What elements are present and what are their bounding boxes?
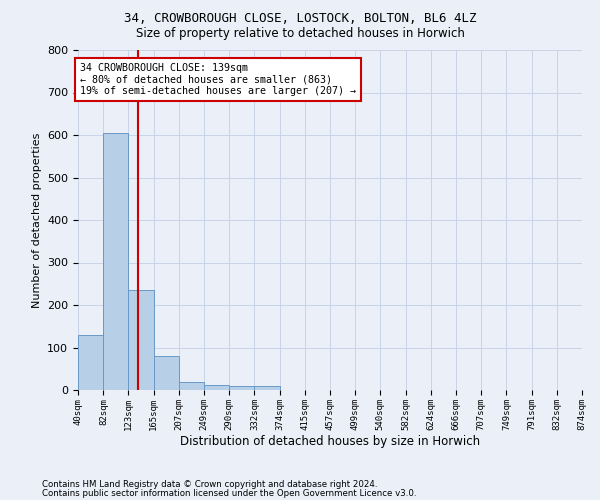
Bar	[229, 386, 254, 390]
Text: Contains public sector information licensed under the Open Government Licence v3: Contains public sector information licen…	[42, 489, 416, 498]
X-axis label: Distribution of detached houses by size in Horwich: Distribution of detached houses by size …	[180, 436, 480, 448]
Bar	[254, 386, 280, 390]
Bar	[205, 385, 229, 390]
Y-axis label: Number of detached properties: Number of detached properties	[32, 132, 41, 308]
Bar	[78, 335, 103, 390]
Text: Contains HM Land Registry data © Crown copyright and database right 2024.: Contains HM Land Registry data © Crown c…	[42, 480, 377, 489]
Text: Size of property relative to detached houses in Horwich: Size of property relative to detached ho…	[136, 28, 464, 40]
Bar	[154, 356, 179, 390]
Bar	[128, 290, 154, 390]
Text: 34 CROWBOROUGH CLOSE: 139sqm
← 80% of detached houses are smaller (863)
19% of s: 34 CROWBOROUGH CLOSE: 139sqm ← 80% of de…	[80, 62, 356, 96]
Bar	[179, 382, 205, 390]
Text: 34, CROWBOROUGH CLOSE, LOSTOCK, BOLTON, BL6 4LZ: 34, CROWBOROUGH CLOSE, LOSTOCK, BOLTON, …	[124, 12, 476, 26]
Bar	[103, 133, 128, 390]
